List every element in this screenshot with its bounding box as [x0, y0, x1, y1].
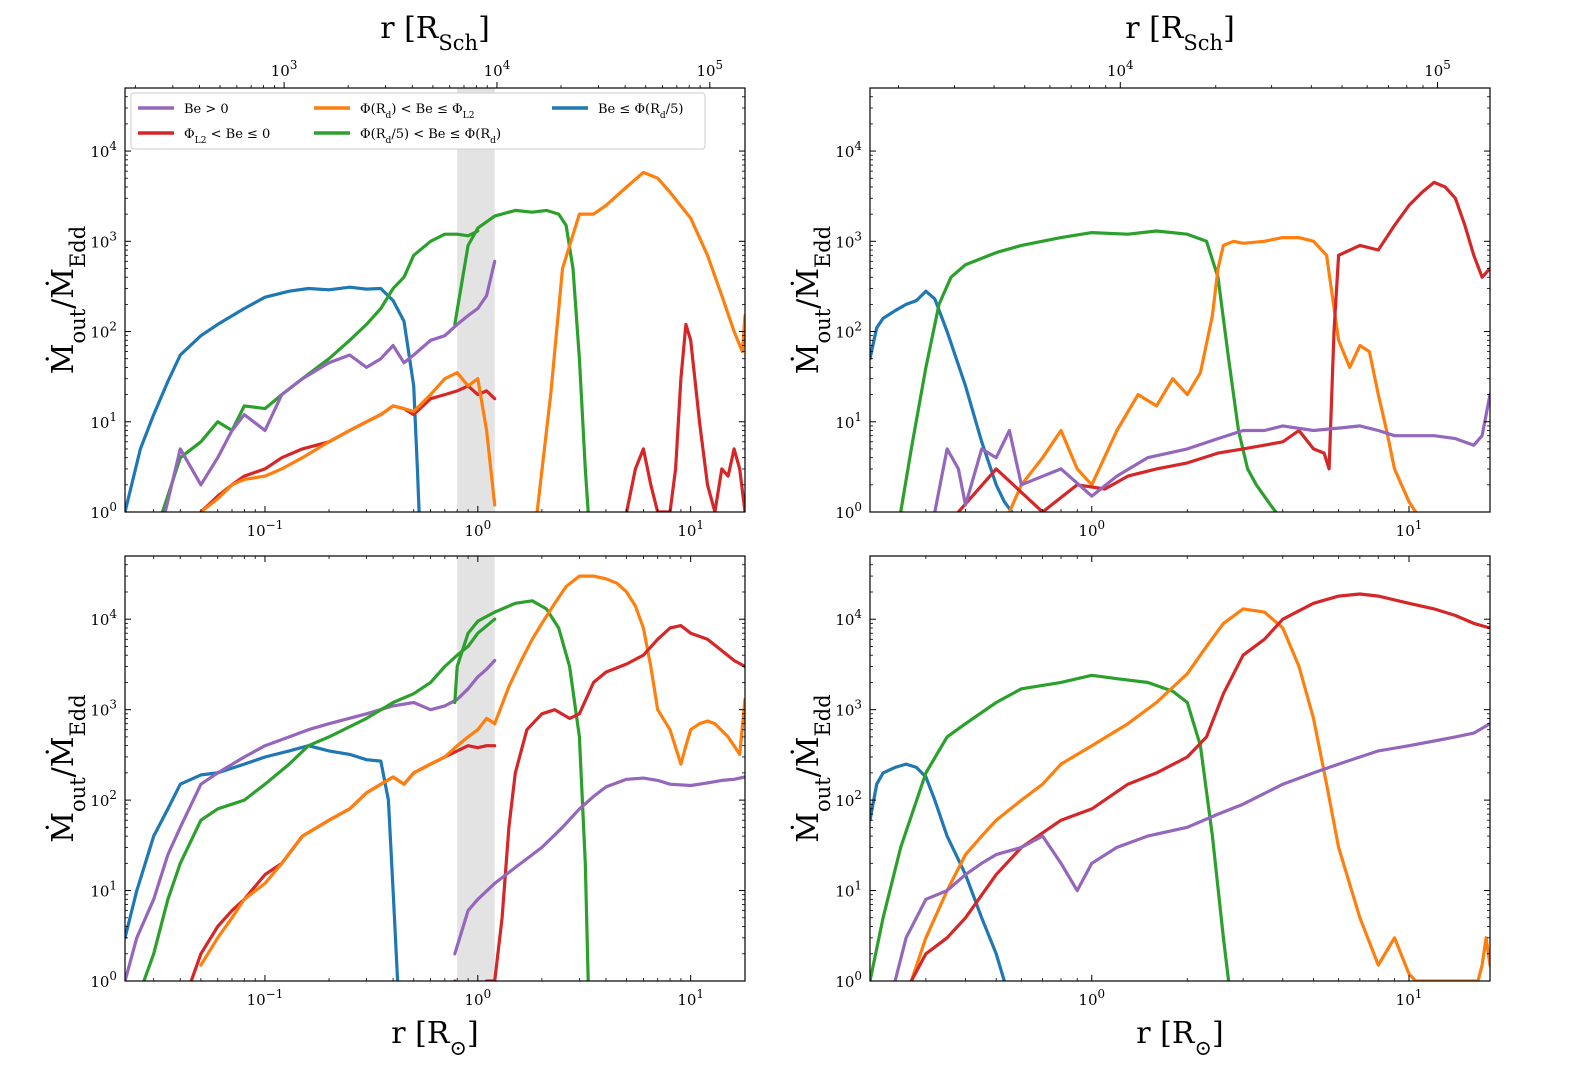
y-axis-label: Ṁout/ṀEdd [790, 694, 835, 842]
x-tick-label: 10−1 [247, 987, 284, 1009]
series-line-green [142, 617, 497, 981]
y-tick-label: 102 [835, 788, 862, 810]
y-tick-label: 100 [835, 969, 862, 991]
series-line-green [453, 599, 590, 981]
x-tick-label: 100 [1078, 518, 1105, 540]
x-tick-label: 101 [677, 987, 704, 1009]
y-tick-label: 101 [835, 879, 862, 901]
legend-label: Φ(Rd) < Be ≤ ΦL2 [360, 102, 474, 121]
x-tick-label: 101 [1396, 987, 1423, 1009]
bottom-axis-title: r [R⊙] [391, 1016, 479, 1060]
top-x-tick-label: 104 [1107, 58, 1134, 80]
y-tick-label: 102 [90, 788, 117, 810]
legend-item-green: Φ(Rd/5) < Be ≤ Φ(Rd) [314, 127, 501, 146]
series-line-blue [870, 289, 1014, 512]
x-tick-label: 100 [464, 518, 491, 540]
plot-frame [869, 555, 1491, 982]
y-tick-label: 103 [835, 698, 862, 720]
legend-item-blue: Be ≤ Φ(Rd/5) [552, 102, 683, 121]
y-tick-label: 104 [835, 139, 862, 161]
y-tick-label: 102 [90, 320, 117, 342]
x-tick-label: 101 [1396, 518, 1423, 540]
panel-top-left: 100 101 102 103 104 10−1 100 101 103 104 105 Ṁout/Ṁ… [45, 58, 746, 540]
series-line-orange [199, 371, 497, 512]
series-line-orange [909, 607, 1490, 981]
bottom-axis-title: r [R⊙] [1136, 1016, 1224, 1060]
series-line-purple [163, 259, 497, 512]
series-line-red [453, 624, 745, 981]
series-line-red [956, 180, 1490, 512]
top-axis-title: r [RSch] [380, 11, 490, 55]
y-tick-label: 100 [835, 500, 862, 522]
y-tick-label: 101 [90, 410, 117, 432]
series-line-purple [125, 658, 497, 981]
top-x-tick-label: 105 [1424, 58, 1451, 80]
x-tick-label: 100 [1078, 987, 1105, 1009]
panel-top-right: 100 101 102 103 104 100 101 104 105 Ṁout/ṀEdd [790, 58, 1491, 540]
plot-frame [869, 87, 1491, 513]
x-tick-label: 100 [464, 987, 491, 1009]
series-line-green [453, 208, 590, 512]
series-line-red [189, 744, 497, 981]
y-tick-label: 103 [90, 229, 117, 251]
y-tick-label: 102 [835, 320, 862, 342]
top-x-tick-label: 103 [271, 58, 298, 80]
plot-frame [124, 87, 746, 513]
series-line-red [909, 592, 1490, 981]
series-line-green [870, 673, 1231, 981]
series-line-orange [493, 574, 745, 766]
series-line-purple [893, 722, 1490, 981]
y-tick-label: 103 [835, 229, 862, 251]
panel-bottom-right: 100 101 102 103 104 100 101 Ṁout/ṀEdd [790, 555, 1491, 1009]
series-line-green [160, 229, 480, 512]
legend-item-purple: Be > 0 [138, 102, 229, 117]
legend-item-orange: Φ(Rd) < Be ≤ ΦL2 [314, 102, 474, 121]
legend-label: Φ(Rd/5) < Be ≤ Φ(Rd) [360, 127, 501, 146]
series-line-blue [125, 285, 421, 512]
series-line-red [625, 322, 745, 512]
top-axis-title: r [RSch] [1125, 11, 1235, 55]
series-line-purple [933, 393, 1490, 512]
y-tick-label: 104 [90, 607, 117, 629]
plot-frame [124, 555, 746, 982]
series-line-purple [453, 775, 745, 956]
series-line-blue [125, 744, 400, 981]
series-line-orange [199, 716, 497, 967]
legend-label: Be ≤ Φ(Rd/5) [598, 102, 683, 121]
y-axis-label: Ṁout/ṀEdd [45, 694, 90, 842]
y-tick-label: 103 [90, 698, 117, 720]
legend-item-red: ΦL2 < Be ≤ 0 [138, 127, 270, 146]
x-tick-label: 10−1 [247, 518, 284, 540]
series-line-orange [535, 170, 745, 512]
y-tick-label: 101 [90, 879, 117, 901]
series-line-blue [870, 762, 1006, 981]
y-tick-label: 101 [835, 410, 862, 432]
y-tick-label: 100 [90, 969, 117, 991]
x-tick-label: 101 [677, 518, 704, 540]
y-axis-label: Ṁout/ṀEdd [790, 226, 835, 374]
y-tick-label: 100 [90, 500, 117, 522]
top-x-tick-label: 104 [484, 58, 511, 80]
legend: Be > 0 ΦL2 < Be ≤ 0 Φ(Rd) < Be ≤ ΦL2 Φ(Rd/5… [130, 92, 706, 150]
y-tick-label: 104 [835, 607, 862, 629]
legend-label: ΦL2 < Be ≤ 0 [184, 127, 270, 146]
top-x-tick-label: 105 [696, 58, 723, 80]
y-tick-label: 104 [90, 139, 117, 161]
series-line-orange [1007, 236, 1418, 512]
panel-bottom-left: 100 101 102 103 104 10−1 100 101 Ṁout/ṀEdd [45, 555, 746, 1009]
series-line-green [899, 229, 1278, 512]
y-axis-label: Ṁout/ṀEdd [45, 226, 90, 374]
shaded-region [457, 556, 495, 981]
legend-label: Be > 0 [184, 102, 229, 117]
